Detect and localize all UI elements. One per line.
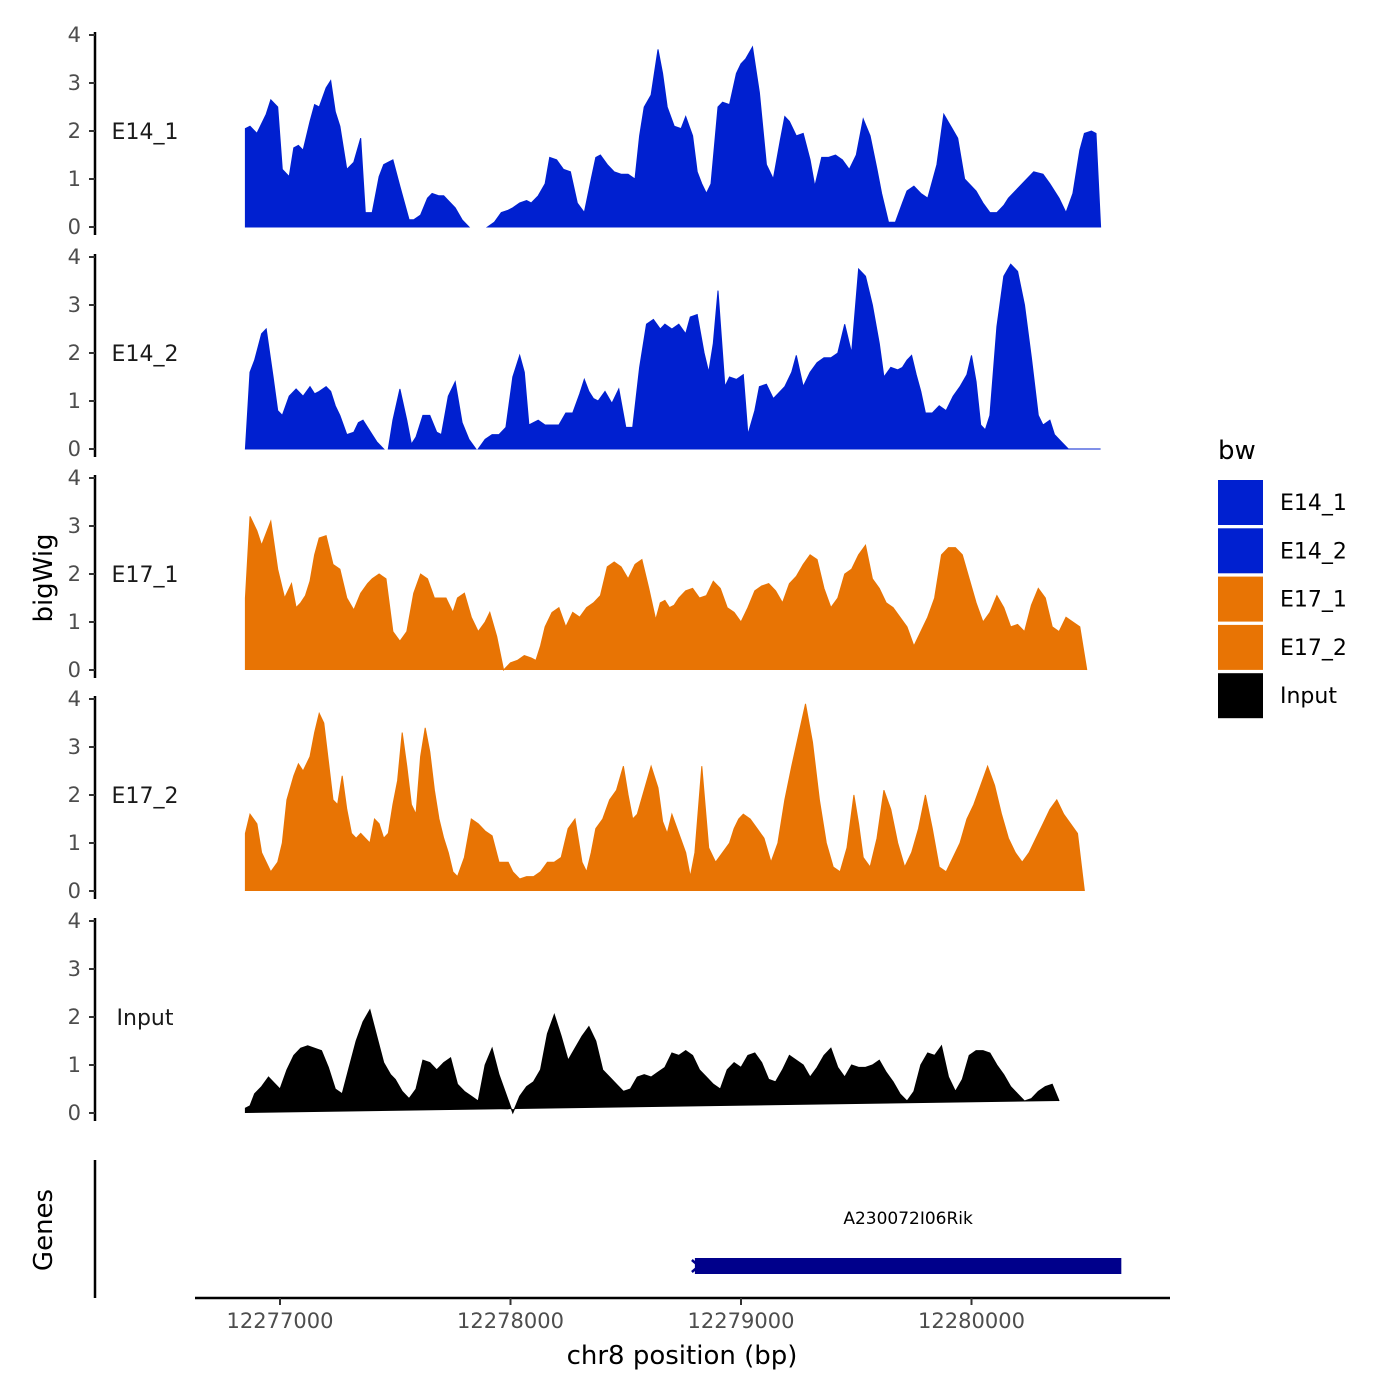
gene-panel-title: Genes [29,1189,59,1271]
track-label: E14_1 [112,120,179,145]
x-axis-title: chr8 position (bp) [567,1341,798,1371]
y-tick-label: 2 [68,341,81,365]
legend-swatch [1218,624,1263,670]
track-label: E14_2 [112,342,179,367]
x-tick-label: 12278000 [457,1309,564,1333]
y-tick-label: 2 [68,562,81,586]
signal-area-e14_1 [244,79,471,228]
y-tick-label: 1 [68,831,81,855]
y-tick-label: 3 [68,293,81,317]
track-label: Input [117,1006,174,1031]
y-tick-label: 4 [68,245,81,269]
legend-label: Input [1280,684,1337,709]
track-label: E17_2 [112,784,179,809]
track-input: 0 1 2 3 4 Input [68,909,1060,1125]
y-tick-label: 0 [68,658,81,682]
y-tick-label: 4 [68,687,81,711]
legend-label: E17_2 [1280,636,1347,661]
track-label: E17_1 [112,563,179,588]
legend-label: E17_1 [1280,588,1347,613]
gene-panel: A230072I06Rik [93,1160,1122,1298]
legend-label: E14_1 [1280,491,1347,516]
y-tick-label: 1 [68,389,81,413]
x-axis: 12277000 12278000 12279000 12280000 [195,1296,1170,1333]
track-e17_2: 0 1 2 3 4 E17_2 [68,687,1085,903]
legend-swatch [1218,673,1263,719]
y-tick-label: 4 [68,909,81,933]
strand-arrow-icon [691,1259,701,1273]
track-e17_1: 0 1 2 3 4 E17_1 [68,466,1088,682]
legend-title: bw [1218,436,1256,466]
y-tick-label: 1 [68,1053,81,1077]
y-tick-label: 3 [68,514,81,538]
y-tick-label: 3 [68,735,81,759]
signal-area-e14_2 [244,327,385,450]
legend-swatch [1218,576,1263,622]
y-tick-label: 0 [68,1101,81,1125]
signal-area-e14_1 [485,45,1102,228]
y-axis-title: bigWig [29,533,59,622]
x-tick-label: 12279000 [688,1309,795,1333]
y-tick-label: 2 [68,1005,81,1029]
signal-area-e17_1 [244,516,1088,672]
y-tick-label: 3 [68,957,81,981]
y-tick-label: 3 [68,71,81,95]
y-tick-label: 0 [68,437,81,461]
legend: E14_1 E14_2 E17_1 E17_2 Input [1218,480,1347,719]
legend-swatch [1218,528,1263,574]
y-tick-label: 1 [68,167,81,191]
signal-area-e17_2 [244,703,1085,892]
y-tick-label: 4 [68,466,81,490]
signal-area-e14_2 [477,263,1101,450]
track-e14_2: 0 1 2 3 4 E14_2 [68,245,1101,461]
legend-label: E14_2 [1280,539,1347,564]
legend-swatch [1218,480,1263,525]
bigwig-tracks: 0 1 2 3 4 E14_1 0 1 2 3 4 E14_2 0 1 2 3 4 E17_1 0 1 2 3 4 E17_2… [68,23,1102,1125]
x-tick-label: 12277000 [227,1309,334,1333]
gene-label: A230072I06Rik [843,1209,973,1229]
y-tick-label: 0 [68,215,81,239]
x-tick-label: 12280000 [918,1309,1025,1333]
y-tick-label: 1 [68,610,81,634]
track-e14_1: 0 1 2 3 4 E14_1 [68,23,1102,239]
y-tick-label: 2 [68,783,81,807]
signal-area-input [244,1008,1060,1115]
y-tick-label: 2 [68,119,81,143]
signal-area-e14_2 [387,380,477,450]
y-tick-label: 4 [68,23,81,47]
gene-body [694,1258,1122,1274]
y-tick-label: 0 [68,879,81,903]
